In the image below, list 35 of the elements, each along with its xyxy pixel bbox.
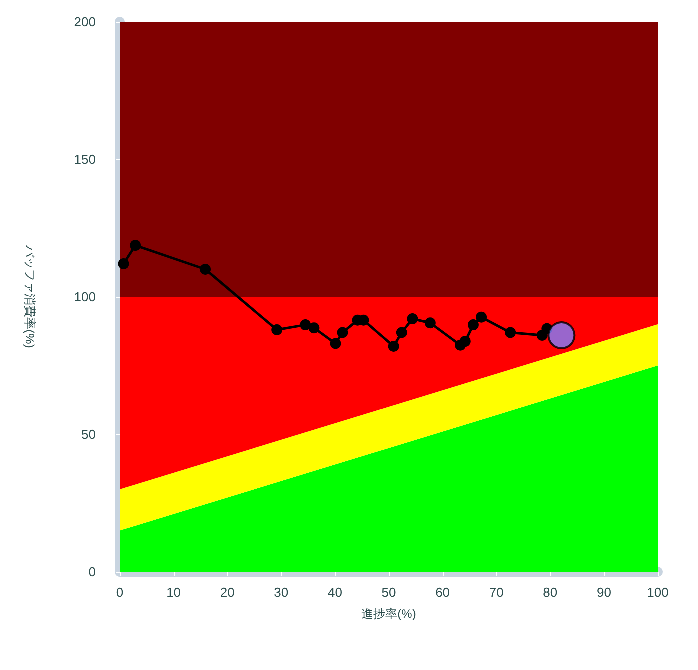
x-tick-label: 10 <box>166 585 182 600</box>
point <box>337 327 348 338</box>
point <box>200 264 212 275</box>
x-tick-label: 20 <box>220 585 235 600</box>
point <box>505 327 516 338</box>
point <box>460 336 471 348</box>
x-axis-title: 進捗率(%) <box>362 607 416 621</box>
point <box>396 327 408 338</box>
x-tick-label: 100 <box>647 585 669 600</box>
point <box>476 312 488 323</box>
point <box>548 322 576 350</box>
point <box>424 318 436 329</box>
point <box>388 341 400 352</box>
point <box>468 320 479 331</box>
x-tick-label: 80 <box>543 585 558 600</box>
y-axis-title: バッファ消費率(%) <box>23 244 37 348</box>
point <box>300 320 312 331</box>
x-tick-label: 50 <box>382 585 396 600</box>
point <box>407 314 418 324</box>
x-tick-label: 40 <box>328 585 342 600</box>
point <box>130 240 142 252</box>
y-tick-label: 200 <box>74 14 96 30</box>
x-tick-label: 70 <box>489 585 504 600</box>
x-tick-label: 30 <box>274 585 289 600</box>
x-tick-label: 60 <box>436 585 450 600</box>
y-tick-label: 150 <box>74 152 96 167</box>
point <box>118 258 130 270</box>
point <box>272 324 283 336</box>
point <box>308 322 320 334</box>
x-tick-label: 90 <box>596 585 612 600</box>
y-tick-label: 100 <box>74 290 96 304</box>
point <box>330 338 342 350</box>
y-tick-label: 50 <box>82 427 96 442</box>
x-tick-label: 0 <box>116 585 124 600</box>
y-tick-label: 0 <box>88 564 96 580</box>
